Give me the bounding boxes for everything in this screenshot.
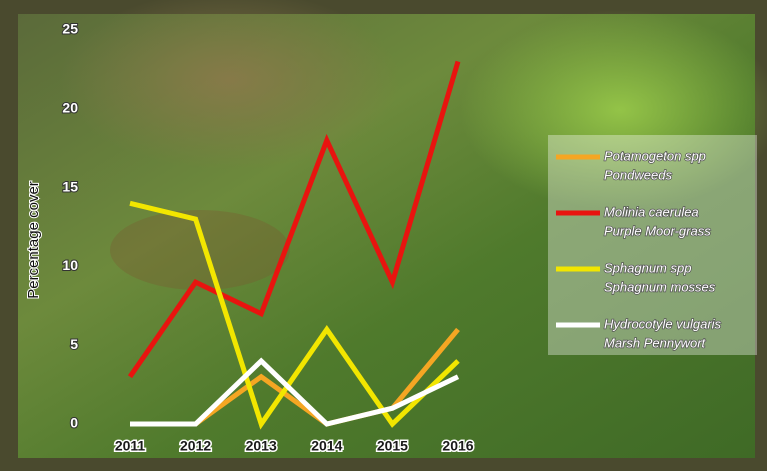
series-line bbox=[129, 200, 460, 430]
grass-tuft bbox=[60, 0, 400, 170]
x-tick-label: 2011 bbox=[115, 438, 146, 454]
x-tick-label: 2014 bbox=[311, 438, 342, 454]
x-tick-label: 2016 bbox=[442, 438, 473, 454]
y-tick-label: 10 bbox=[62, 257, 78, 273]
legend-common-name: Sphagnum mosses bbox=[604, 279, 716, 294]
series-line bbox=[130, 357, 460, 427]
y-axis-label: Percentage cover bbox=[25, 181, 42, 299]
series-line bbox=[127, 60, 461, 379]
legend-label: Sphagnum spp bbox=[604, 260, 691, 275]
x-tick-label: 2015 bbox=[377, 438, 408, 454]
legend-label: Molinia caerulea bbox=[604, 204, 699, 219]
legend-label: Hydrocotyle vulgaris bbox=[604, 316, 722, 331]
legend-box bbox=[548, 135, 757, 355]
y-tick-label: 25 bbox=[62, 21, 78, 37]
legend-common-name: Marsh Pennywort bbox=[604, 335, 707, 350]
x-tick-label: 2013 bbox=[246, 438, 277, 454]
y-tick-label: 15 bbox=[62, 178, 78, 194]
mud-patch bbox=[110, 210, 290, 290]
legend-label: Potamogeton spp bbox=[604, 148, 706, 163]
legend-common-name: Pondweeds bbox=[604, 167, 672, 182]
x-tick-label: 2012 bbox=[180, 438, 211, 454]
y-tick-label: 5 bbox=[70, 336, 78, 352]
y-tick-label: 20 bbox=[62, 100, 78, 116]
moss-patch bbox=[460, 10, 767, 210]
legend-common-name: Purple Moor-grass bbox=[604, 223, 711, 238]
y-tick-label: 0 bbox=[70, 415, 78, 431]
